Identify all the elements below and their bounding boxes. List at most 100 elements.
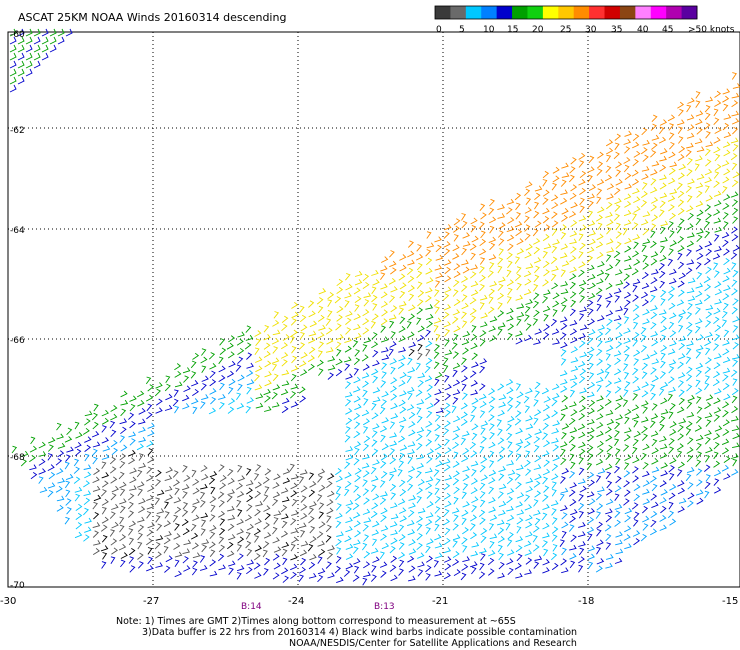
wind-barb: [704, 284, 712, 292]
wind-barb: [353, 512, 361, 519]
wind-barb: [723, 455, 731, 463]
wind-barb: [174, 405, 180, 414]
wind-barb: [551, 526, 559, 534]
wind-barb: [237, 347, 245, 355]
wind-barb: [696, 442, 702, 451]
wind-barb: [119, 418, 128, 425]
wind-barb: [246, 504, 253, 512]
wind-barb: [471, 504, 478, 513]
wind-barb: [551, 328, 560, 335]
wind-barb: [300, 503, 308, 511]
wind-barb: [516, 318, 522, 326]
wind-barb: [435, 254, 444, 261]
wind-barb: [497, 454, 504, 462]
wind-barb: [676, 299, 685, 306]
wind-barb: [514, 192, 522, 201]
wind-barb: [731, 162, 738, 171]
wind-barb: [408, 548, 417, 555]
wind-barb: [488, 207, 495, 216]
wind-barb: [515, 273, 522, 282]
wind-barb: [515, 294, 524, 301]
wind-barb: [263, 532, 272, 539]
wind-barb: [298, 386, 306, 394]
wind-barb: [588, 479, 595, 487]
wind-barb: [354, 467, 362, 475]
wind-barb: [335, 538, 342, 547]
wind-barb: [633, 150, 641, 158]
wind-barb: [425, 295, 432, 303]
wind-barb: [605, 452, 612, 461]
wind-barb: [201, 544, 208, 553]
wind-barb: [390, 502, 398, 509]
wind-barb: [282, 575, 289, 583]
wind-barb: [613, 213, 620, 221]
wind-barb: [227, 386, 234, 395]
wind-barb: [524, 224, 531, 232]
wind-barb: [318, 341, 325, 349]
wind-barb: [354, 530, 362, 538]
wind-barb: [182, 548, 190, 555]
wind-barb: [471, 397, 479, 405]
wind-barb: [497, 322, 506, 328]
wind-barb: [542, 250, 548, 259]
wind-barb: [731, 199, 739, 207]
wind-barb: [237, 331, 245, 338]
wind-barb: [497, 230, 504, 238]
wind-barb: [731, 334, 740, 341]
wind-barb: [84, 517, 92, 524]
wind-barb: [227, 514, 236, 521]
wind-barb: [370, 466, 377, 475]
wind-barb: [255, 365, 263, 373]
wind-barb: [147, 522, 155, 529]
wind-barb: [33, 36, 41, 45]
wind-barb: [578, 441, 586, 449]
wind-barb: [561, 260, 570, 267]
wind-barb: [516, 311, 525, 318]
wind-barb: [542, 404, 550, 412]
wind-barb: [435, 407, 444, 414]
wind-barb: [470, 217, 478, 225]
wind-barb: [579, 187, 586, 195]
wind-barb: [514, 473, 521, 481]
wind-barb: [56, 433, 64, 440]
wind-barb: [596, 368, 605, 376]
wind-barb: [101, 437, 109, 444]
wind-barb: [363, 534, 370, 542]
wind-barb: [559, 370, 568, 377]
wind-barb: [623, 210, 632, 217]
wind-barb: [389, 341, 397, 348]
wind-barb: [695, 416, 702, 424]
wind-barb: [479, 445, 485, 454]
wind-barb: [489, 514, 498, 521]
wind-barb: [372, 303, 378, 311]
wind-barb: [308, 337, 316, 344]
wind-barb: [605, 282, 613, 290]
wind-barb: [425, 482, 433, 490]
wind-barb: [551, 463, 559, 472]
wind-barb: [542, 468, 551, 476]
wind-barb: [263, 522, 270, 530]
wind-barb: [578, 522, 586, 528]
wind-barb: [704, 177, 712, 184]
wind-barb: [461, 284, 468, 292]
lat-label: -64: [10, 226, 25, 236]
wind-barb: [47, 482, 56, 489]
wind-barb: [64, 461, 70, 470]
wind-barb: [443, 508, 450, 517]
wind-barb: [407, 520, 415, 527]
wind-barb: [633, 321, 639, 330]
wind-barb: [642, 238, 651, 245]
wind-barb: [676, 182, 683, 190]
wind-barb: [336, 503, 342, 511]
wind-barb: [516, 464, 524, 471]
wind-barb: [488, 441, 496, 449]
wind-barb: [687, 492, 695, 500]
wind-barb: [624, 515, 631, 523]
wind-barb: [506, 476, 514, 485]
wind-barb: [416, 281, 423, 289]
wind-barb: [631, 413, 640, 420]
wind-barb: [399, 425, 405, 433]
wind-barb: [560, 243, 569, 250]
wind-barb: [569, 499, 577, 507]
wind-barb: [173, 497, 182, 504]
